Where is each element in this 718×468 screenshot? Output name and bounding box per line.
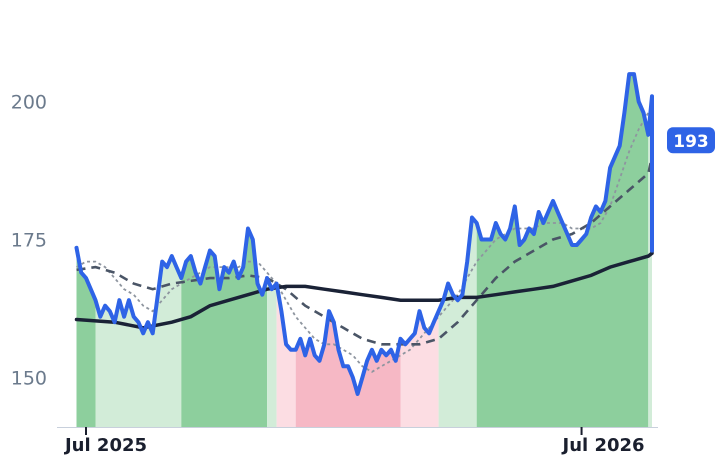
last-value-marker: 193 xyxy=(667,127,715,154)
series-lines xyxy=(74,72,654,396)
regime-bands xyxy=(76,74,652,427)
series-line-price xyxy=(74,72,654,396)
y-tick-label-200: 200 xyxy=(11,92,47,114)
last-value-badge-label: 193 xyxy=(673,132,709,152)
regime-band-bull-0 xyxy=(76,247,96,427)
x-tick-label-0: Jul 2025 xyxy=(63,435,147,456)
regime-band-bull-8 xyxy=(476,74,649,427)
regime-band-bull-3 xyxy=(267,278,277,427)
last-value-badge xyxy=(667,127,715,154)
y-tick-label-175: 175 xyxy=(11,230,47,252)
x-axis-ticks: Jul 2025 Jul 2026 xyxy=(63,427,645,456)
y-axis-ticks: 150 175 200 xyxy=(11,92,47,390)
x-tick-label-1: Jul 2026 xyxy=(561,435,645,456)
regime-band-bull-1 xyxy=(95,256,182,427)
series-line-ma-mid xyxy=(76,145,654,346)
y-tick-label-150: 150 xyxy=(11,367,47,389)
